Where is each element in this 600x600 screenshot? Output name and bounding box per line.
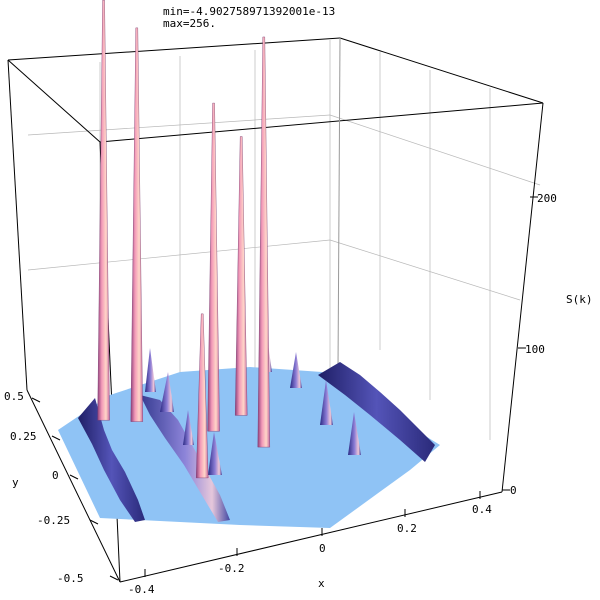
x-tick-0: 0 [319, 542, 326, 555]
peak-4 [257, 36, 271, 448]
ridge-right [318, 362, 435, 462]
back-grid [27, 40, 541, 440]
tall-peaks [97, 0, 271, 479]
peak-3 [207, 102, 220, 432]
x-axis [144, 491, 481, 577]
peak-5 [234, 136, 248, 416]
z-axis [502, 196, 538, 491]
x-tick-02: 0.2 [397, 522, 417, 535]
peak-2 [130, 27, 144, 422]
peak-1 [97, 0, 110, 421]
min-value-label: min=-4.902758971392001e-13 [163, 5, 336, 18]
x-axis-label: x [318, 577, 325, 590]
peak-6 [195, 313, 209, 479]
y-tick-n05: -0.5 [57, 572, 84, 585]
x-tick-04: 0.4 [472, 503, 492, 516]
ridge-left [78, 398, 145, 522]
y-tick-n025: -0.25 [37, 514, 70, 527]
x-tick-n02: -0.2 [218, 562, 245, 575]
max-value-label: max=256. [163, 17, 216, 30]
z-tick-100: 100 [525, 343, 545, 356]
y-tick-05: 0.5 [4, 390, 24, 403]
z-axis-label: S(k) [566, 293, 593, 306]
y-tick-025: 0.25 [10, 430, 37, 443]
surface-floor [58, 367, 440, 528]
y-axis [31, 397, 119, 581]
ridge-middle [140, 395, 230, 522]
small-peaks [145, 330, 361, 475]
y-tick-0: 0 [52, 469, 59, 482]
z-tick-0: 0 [510, 484, 517, 497]
z-tick-200: 200 [537, 192, 557, 205]
x-tick-n04: -0.4 [128, 583, 155, 596]
y-axis-label: y [12, 476, 19, 489]
